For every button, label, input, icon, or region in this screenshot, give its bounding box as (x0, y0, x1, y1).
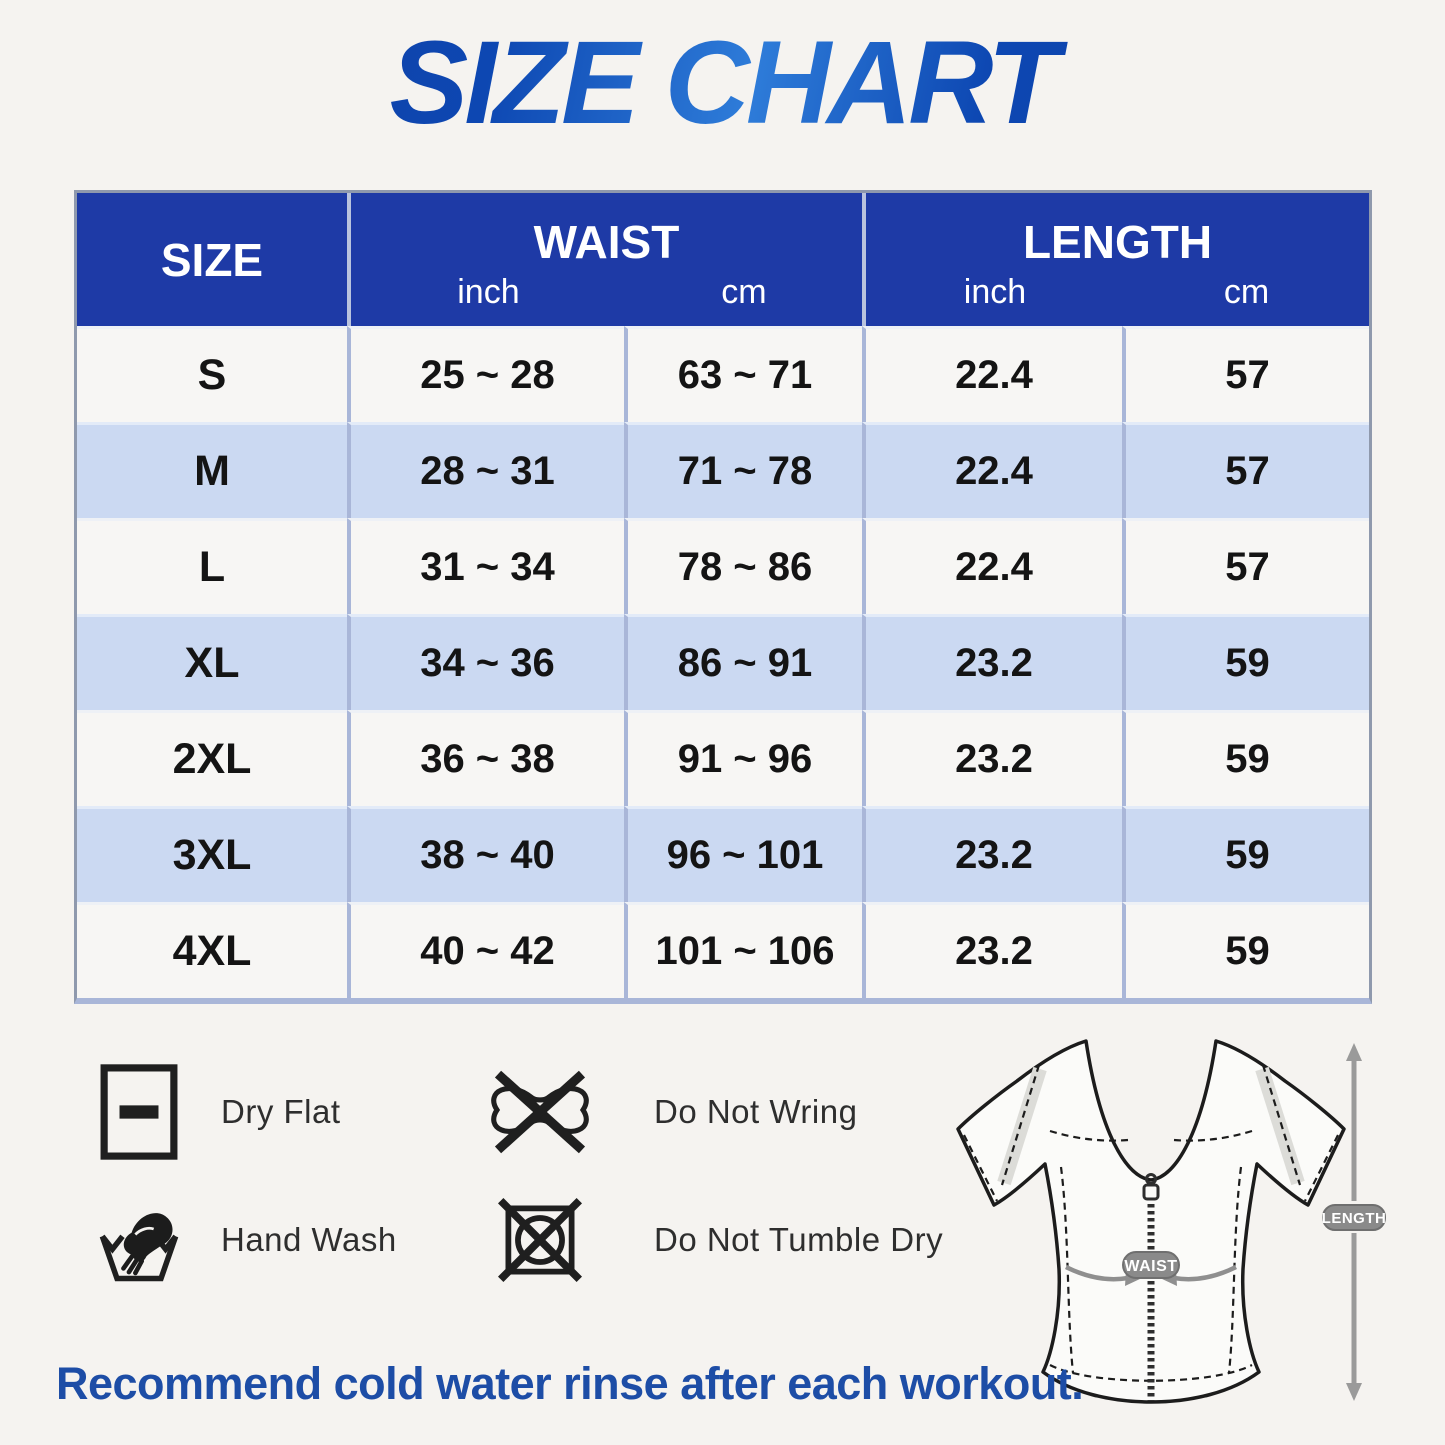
value-cell: 22.4 (862, 518, 1122, 614)
size-label: 3XL (77, 806, 347, 902)
value-cell: 59 (1122, 806, 1369, 902)
value-cell: 23.2 (862, 710, 1122, 806)
care-item-do-not-wring: Do Not Wring (478, 1069, 857, 1155)
length-cm-unit-label: cm (1223, 273, 1270, 311)
do-not-tumble-dry-icon (478, 1194, 602, 1286)
length-badge: LENGTH (1322, 1204, 1387, 1231)
value-cell: 36 ~ 38 (347, 710, 624, 806)
value-cell: 23.2 (862, 902, 1122, 998)
value-cell: 57 (1122, 422, 1369, 518)
value-cell: 40 ~ 42 (347, 902, 624, 998)
waist-badge-label: WAIST (1124, 1258, 1177, 1275)
value-cell: 63 ~ 71 (624, 326, 862, 422)
value-cell: 34 ~ 36 (347, 614, 624, 710)
garment-diagram: WAIST LENGTH (956, 1039, 1387, 1404)
value-cell: 57 (1122, 518, 1369, 614)
value-cell: 25 ~ 28 (347, 326, 624, 422)
length-unit-row: inch cm (866, 273, 1369, 312)
value-cell: 59 (1122, 614, 1369, 710)
length-arrow (1346, 1043, 1362, 1401)
waist-badge: WAIST (1122, 1251, 1180, 1279)
care-label: Do Not Tumble Dry (654, 1221, 944, 1258)
do-not-wring-icon (478, 1069, 602, 1155)
care-item-hand-wash: Hand Wash (95, 1190, 397, 1290)
value-cell: 23.2 (862, 806, 1122, 902)
value-cell: 96 ~ 101 (624, 806, 862, 902)
value-cell: 31 ~ 34 (347, 518, 624, 614)
column-header-length: LENGTH inch cm (862, 193, 1369, 326)
page-title: SIZE CHART (0, 8, 1445, 158)
value-cell: 101 ~ 106 (624, 902, 862, 998)
size-label: L (77, 518, 347, 614)
value-cell: 59 (1122, 902, 1369, 998)
waist-unit-row: inch cm (351, 273, 862, 312)
hand-wash-icon (95, 1190, 183, 1290)
value-cell: 78 ~ 86 (624, 518, 862, 614)
care-item-do-not-tumble-dry: Do Not Tumble Dry (478, 1194, 943, 1286)
length-badge-label: LENGTH (1322, 1210, 1387, 1227)
care-label: Hand Wash (221, 1221, 397, 1258)
size-table: SIZE WAIST inch cm LENGTH inch cm S 25 ~… (74, 190, 1372, 1004)
value-cell: 38 ~ 40 (347, 806, 624, 902)
column-header-waist: WAIST inch cm (347, 193, 862, 326)
waist-cm-unit-label: cm (721, 273, 767, 311)
size-label: S (77, 326, 347, 422)
value-cell: 86 ~ 91 (624, 614, 862, 710)
waist-arrows (1064, 1264, 1238, 1282)
size-label: 4XL (77, 902, 347, 998)
size-label: XL (77, 614, 347, 710)
zipper (1142, 1173, 1160, 1401)
value-cell: 59 (1122, 710, 1369, 806)
care-label: Do Not Wring (654, 1093, 858, 1130)
value-cell: 71 ~ 78 (624, 422, 862, 518)
value-cell: 22.4 (862, 422, 1122, 518)
care-label: Dry Flat (221, 1093, 341, 1130)
value-cell: 57 (1122, 326, 1369, 422)
size-label: 2XL (77, 710, 347, 806)
value-cell: 23.2 (862, 614, 1122, 710)
value-cell: 91 ~ 96 (624, 710, 862, 806)
value-cell: 22.4 (862, 326, 1122, 422)
waist-header-label: WAIST (533, 216, 680, 268)
waist-inch-unit-label: inch (457, 273, 520, 311)
value-cell: 28 ~ 31 (347, 422, 624, 518)
length-inch-unit-label: inch (963, 273, 1027, 311)
column-header-size: SIZE (77, 193, 347, 326)
care-item-dry-flat: Dry Flat (95, 1062, 341, 1162)
dry-flat-icon (95, 1062, 183, 1162)
size-label: M (77, 422, 347, 518)
footer-note: Recommend cold water rinse after each wo… (56, 1358, 1084, 1409)
length-header-label: LENGTH (1022, 216, 1213, 268)
